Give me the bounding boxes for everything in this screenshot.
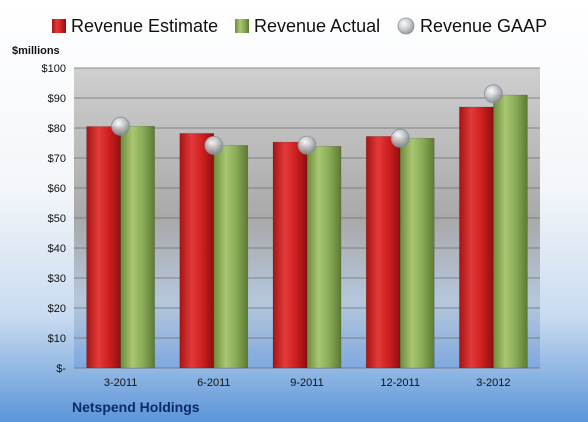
legend-marker-revenue-gaap [397, 17, 415, 35]
bar-revenue-estimate [179, 133, 215, 369]
bar-revenue-actual [493, 94, 528, 369]
y-tick-label: $50 [48, 213, 66, 225]
bar-revenue-estimate [459, 106, 494, 369]
footer-company-name: Netspend Holdings [72, 399, 200, 415]
x-tick-label: 6-2011 [197, 377, 230, 389]
gaap-markers [111, 84, 503, 155]
bar-revenue-estimate [86, 126, 121, 369]
y-tick-label: $- [56, 363, 66, 375]
legend-swatch-revenue-estimate [52, 19, 66, 33]
legend: Revenue Estimate Revenue Actual Revenue … [52, 16, 547, 36]
marker-revenue-gaap [111, 116, 130, 136]
y-tick-label: $80 [48, 123, 66, 135]
y-axis-unit-label: $millions [12, 45, 60, 57]
y-tick-label: $40 [48, 243, 66, 255]
bars [86, 94, 528, 369]
y-tick-label: $100 [42, 63, 66, 75]
bar-revenue-actual [213, 145, 249, 369]
marker-revenue-gaap [483, 84, 503, 104]
y-tick-label: $10 [48, 333, 66, 345]
x-tick-label: 9-2011 [290, 377, 323, 389]
legend-label-revenue-estimate: Revenue Estimate [71, 16, 218, 36]
x-axis-tick-labels: 3-2011 6-2011 9-2011 12-2011 3-2012 [104, 377, 511, 389]
y-tick-label: $30 [48, 273, 66, 285]
y-tick-label: $20 [48, 303, 66, 315]
marker-revenue-gaap [297, 135, 317, 155]
bar-revenue-actual [399, 137, 435, 369]
marker-revenue-gaap [390, 128, 410, 148]
bar-revenue-actual [120, 125, 155, 369]
marker-revenue-gaap [204, 135, 224, 155]
bar-revenue-estimate [365, 136, 401, 369]
y-tick-label: $60 [48, 183, 66, 195]
bar-revenue-actual [306, 146, 342, 369]
y-tick-label: $90 [48, 93, 66, 105]
y-tick-label: $70 [48, 153, 66, 165]
legend-label-revenue-actual: Revenue Actual [254, 16, 380, 36]
y-axis-tick-labels: $- $10 $20 $30 $40 $50 $60 $70 $80 $90 $100 [42, 63, 67, 375]
legend-label-revenue-gaap: Revenue GAAP [420, 16, 547, 36]
legend-swatch-revenue-actual [235, 19, 249, 33]
bar-revenue-estimate [272, 141, 308, 369]
x-tick-label: 12-2011 [380, 377, 420, 389]
x-tick-label: 3-2012 [476, 377, 510, 389]
x-tick-label: 3-2011 [104, 377, 137, 389]
